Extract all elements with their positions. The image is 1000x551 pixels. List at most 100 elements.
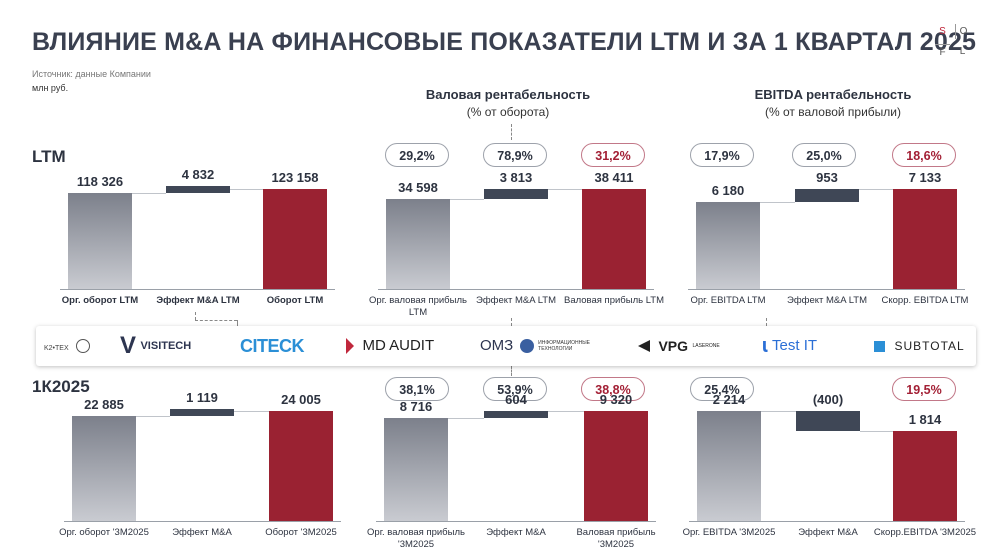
- bar-ltm-revenue-2: [263, 189, 327, 289]
- logo-letter: O: [955, 24, 971, 39]
- company-logo-vpg: VPG LASERONE: [638, 326, 720, 366]
- acquired-companies-band: K2•ТЕХ V VISITECH CITECK MD AUDIT ОМЗ ИН…: [36, 326, 976, 366]
- category-label: Валовая прибыль '3М2025: [576, 527, 656, 550]
- margin-pill: 18,6%: [892, 143, 956, 167]
- logo-letter: S: [939, 26, 946, 37]
- logo-letter: L: [959, 46, 966, 57]
- subtotal-label: SUBTOTAL: [894, 339, 965, 353]
- value-label: 7 133: [908, 170, 942, 185]
- category-label: Орг. EBITDA LTM: [690, 295, 766, 306]
- value-label: 6 180: [711, 183, 745, 199]
- bar-q1-revenue-2: [269, 411, 333, 521]
- gross-margin-header: Валовая рентабельность (% от оборота): [408, 87, 608, 119]
- waterfall-connector: [132, 192, 166, 194]
- effect-connector: [511, 366, 512, 376]
- company-logo-testit: ɩ Test IT: [762, 326, 817, 366]
- waterfall-connector: [450, 198, 484, 200]
- category-label: Эффект M&A: [798, 527, 858, 538]
- value-label: 4 832: [181, 166, 215, 182]
- logo-letter: F: [935, 44, 950, 60]
- chart-baseline: [376, 521, 656, 522]
- category-label: Эффект M&A: [486, 527, 546, 538]
- k2-icon: [76, 338, 91, 353]
- category-label: Оборот '3М2025: [265, 527, 337, 538]
- category-label: Эффект M&A: [172, 527, 232, 538]
- bar-ltm-revenue-0: [68, 192, 132, 289]
- company-logo-k2: K2•ТЕХ: [44, 326, 91, 366]
- category-label: Эффект M&A LTM: [476, 295, 556, 306]
- category-label: Орг. EBITDA '3М2025: [682, 527, 776, 538]
- units-note: млн руб.: [32, 83, 69, 93]
- mdaudit-label: MD AUDIT: [362, 337, 435, 354]
- bar-ltm-ebitda-0: [696, 202, 760, 289]
- value-label: 38 411: [594, 170, 634, 185]
- k2-label: K2•ТЕХ: [44, 345, 69, 352]
- gross-margin-title: Валовая рентабельность: [425, 87, 591, 102]
- bar-ltm-revenue-1: [166, 185, 230, 193]
- value-label: 2 214: [712, 392, 746, 407]
- margin-pill: 53,9%: [483, 377, 547, 401]
- value-label: 3 813: [499, 170, 533, 185]
- category-label: Скорр. EBITDA LTM: [881, 295, 969, 306]
- source-note: Источник: данные Компании: [32, 69, 151, 79]
- waterfall-connector: [548, 411, 584, 412]
- margin-pill: 38,1%: [385, 377, 449, 401]
- margin-pill: 29,2%: [385, 143, 449, 167]
- category-label: Орг. оборот '3М2025: [59, 527, 149, 538]
- chart-baseline: [60, 289, 335, 290]
- omz-globe-icon: [519, 339, 534, 353]
- waterfall-connector: [761, 411, 796, 412]
- value-label: 118 326: [76, 173, 124, 189]
- category-label: Эффект M&A LTM: [787, 295, 867, 306]
- section-q1: 1К2025: [32, 377, 90, 396]
- margin-pill: 78,9%: [483, 143, 547, 167]
- value-label: 1 119: [186, 390, 218, 406]
- header-connector: [511, 124, 512, 140]
- bar-q1-ebitda-1: [796, 411, 860, 431]
- citeck-label: CITECK: [240, 336, 305, 356]
- sofl-logo: S O F L: [935, 22, 973, 62]
- bar-q1-revenue-0: [72, 416, 136, 521]
- margin-pill: 17,9%: [690, 143, 754, 167]
- value-label: 8 716: [399, 399, 433, 415]
- waterfall-connector: [548, 189, 582, 190]
- omz-label: ОМЗ: [480, 337, 514, 354]
- chart-baseline: [378, 289, 654, 290]
- waterfall-connector: [448, 418, 484, 420]
- gross-margin-subtitle: (% от оборота): [466, 105, 550, 119]
- bar-ltm-gross-2: [582, 189, 646, 289]
- category-label: Орг. оборот LTM: [61, 295, 139, 306]
- bar-ltm-ebitda-2: [893, 189, 957, 289]
- margin-pill: 25,0%: [792, 143, 856, 167]
- chart-baseline: [64, 521, 341, 522]
- effect-connector: [766, 318, 767, 326]
- bar-q1-gross-0: [384, 418, 448, 521]
- subtotal-icon: [874, 340, 885, 352]
- effect-connector: [195, 320, 237, 321]
- visitech-label: VISITECH: [140, 340, 192, 352]
- bar-ltm-gross-1: [484, 189, 548, 199]
- waterfall-connector: [230, 189, 263, 190]
- section-ltm: LTM: [32, 147, 66, 166]
- ebitda-margin-subtitle: (% от валовой прибыли): [765, 105, 901, 119]
- category-label: Орг. валовая прибыль '3М2025: [367, 527, 465, 550]
- category-label: Валовая прибыль LTM: [564, 295, 664, 306]
- mdaudit-icon: [346, 338, 354, 354]
- value-label: 22 885: [84, 397, 124, 413]
- category-label: Орг. валовая прибыль LTM: [369, 295, 467, 318]
- margin-pill: 31,2%: [581, 143, 645, 167]
- value-label: 24 005: [281, 392, 321, 407]
- vpg-icon: [638, 340, 650, 352]
- bar-ltm-gross-0: [386, 198, 450, 289]
- page-title: ВЛИЯНИЕ M&A НА ФИНАНСОВЫЕ ПОКАЗАТЕЛИ LTM…: [32, 28, 977, 56]
- company-logo-visitech: V VISITECH: [120, 326, 191, 366]
- ebitda-margin-header: EBITDA рентабельность (% от валовой приб…: [733, 87, 933, 119]
- omz-sub-label: ИНФОРМАЦИОННЫЕ ТЕХНОЛОГИИ: [538, 340, 590, 352]
- company-logo-citeck: CITECK: [240, 326, 305, 366]
- company-logo-mdaudit: MD AUDIT: [346, 326, 434, 366]
- value-label: 1 814: [908, 411, 942, 427]
- waterfall-connector: [860, 430, 893, 432]
- waterfall-connector: [760, 202, 795, 204]
- effect-connector: [195, 312, 196, 320]
- chart-baseline: [689, 521, 965, 522]
